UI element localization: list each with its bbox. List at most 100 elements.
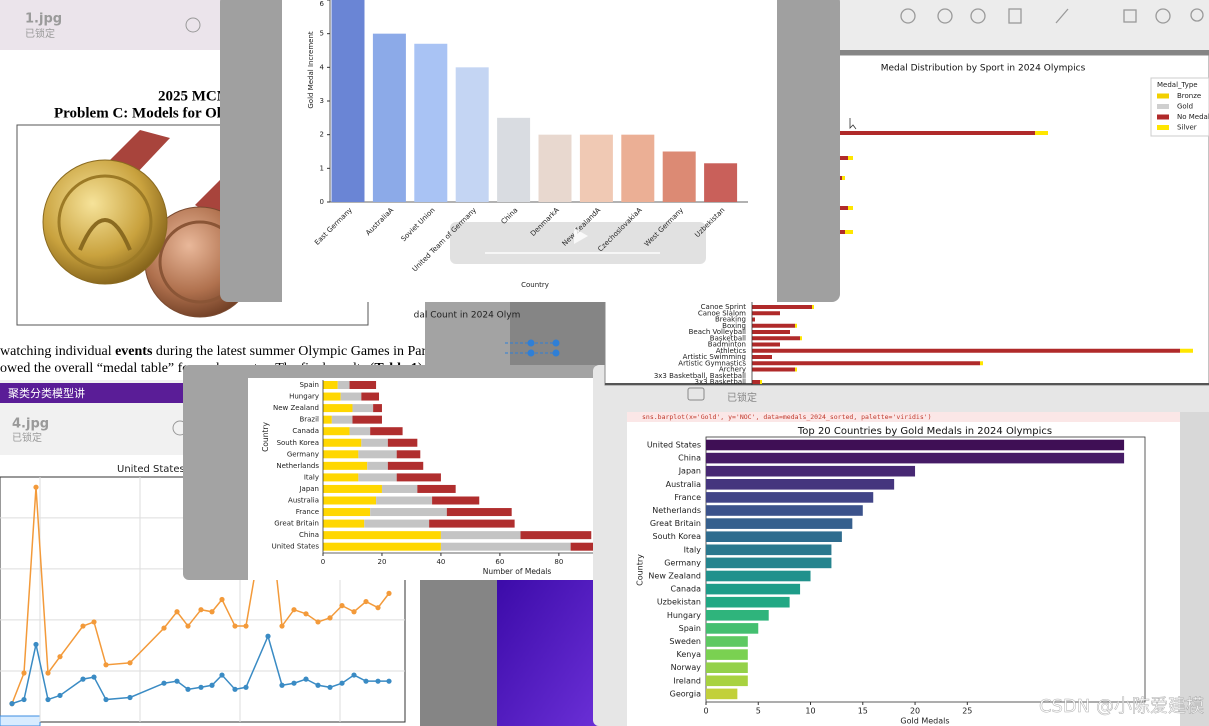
y-tick-label: Kenya [677,650,702,659]
icon[interactable] [1155,8,1171,24]
point [375,678,381,684]
y-tick-label: Hungary [289,393,319,401]
bar [621,134,655,202]
bar [706,544,832,556]
y-tick-label: China [678,454,701,463]
play-button[interactable] [574,228,588,244]
sidebar-icon[interactable] [687,387,705,401]
bar [372,33,406,202]
increment-window: Gold Medal Increment Country 0123456East… [220,0,840,302]
bar [414,43,448,203]
bar-segment [323,484,382,493]
bar-segment [752,355,772,359]
point [291,607,297,613]
y-tick-label: Italy [304,473,319,481]
y-tick-label: Breaking [715,316,746,324]
y-tick-label: Archery [719,366,746,374]
legend-label: No Medal [1177,113,1209,121]
selection [0,715,41,726]
bar-segment [752,317,755,322]
y-tick-label: Uzbekistan [657,598,701,607]
icon[interactable] [937,8,953,24]
legend-label: Silver [1177,124,1197,132]
y-tick-label: Italy [684,545,702,554]
icon[interactable] [1055,8,1069,24]
bar-segment [396,473,441,482]
banner-text: 聚类分类模型讲 [8,386,85,400]
point [127,660,133,666]
y-tick-label: United States [272,543,320,551]
icon[interactable] [1008,8,1022,24]
chart-title: dal Count in 2024 Olym [414,311,521,321]
bar [706,596,790,608]
y-tick-label: Great Britain [274,520,319,528]
bar-segment [323,438,362,447]
point [198,607,204,613]
bar-segment [417,484,456,493]
subheading: Problem C: Models for Oly [54,105,229,121]
point [127,694,133,701]
bar-segment [795,323,797,328]
icon[interactable] [1123,9,1137,23]
bar [706,439,1125,451]
point [198,684,204,690]
chart-title: Top 20 Countries by Gold Medals in 2024 … [797,426,1052,437]
point [243,623,249,629]
point [315,619,321,625]
legend-label: Gold [1177,103,1193,111]
point [161,625,167,631]
plot: Spain Hungary New Zealand Brazil Canada South… [272,380,600,566]
y-tick-label: New Zealand [648,572,701,581]
bar-segment [520,531,592,540]
point [174,678,180,684]
bar [706,479,895,490]
x-tick-label: 0 [703,707,708,716]
cursor [849,118,857,130]
bar [706,662,748,673]
y-tick-label: South Korea [277,439,319,447]
plot-frame [705,436,1146,703]
point [232,623,238,629]
window-header [0,0,230,50]
info-icon[interactable] [185,17,201,33]
point [375,605,381,611]
icon[interactable] [970,8,986,24]
icon[interactable] [1190,8,1204,22]
wallpaper [497,575,597,726]
bar-segment [812,305,814,309]
bar-segment [370,427,403,436]
plot: United States China Japan Australia France Ne… [647,439,1125,716]
y-tick-label: Australia [288,497,319,505]
icon[interactable] [900,8,916,24]
bar-segment [361,392,380,401]
bar-segment [752,348,1180,353]
bar-segment [387,461,424,470]
y-tick-label: United States [647,441,701,450]
bar-segment [349,381,377,389]
bar-segment [752,361,980,366]
text-run: events [115,344,153,359]
y-axis-label: Gold Medal Increment [307,31,315,109]
y-tick-label: Japan [678,467,701,476]
point [91,674,97,680]
y-tick-label: Great Britain [650,519,701,528]
point [243,684,249,690]
bar [706,570,811,582]
y-tick-label: 5 [320,30,324,38]
text-run: during the latest summer Olympic Games i… [152,344,426,359]
point [303,611,309,617]
bar-segment [323,531,441,540]
bar-segment [323,427,350,436]
bar-segment [323,473,359,482]
bar [706,610,769,621]
point [363,678,369,684]
medal-count-window: dal Count in 2024 Olym Country Number of… [183,300,600,580]
bar-segment [752,380,760,384]
point [279,623,285,629]
bar-segment [352,404,374,413]
point [103,696,109,703]
y-tick-label: Canoe Slalom [698,309,746,317]
point [219,596,225,603]
window-status: 已锁定 [12,431,42,444]
point [57,654,63,660]
